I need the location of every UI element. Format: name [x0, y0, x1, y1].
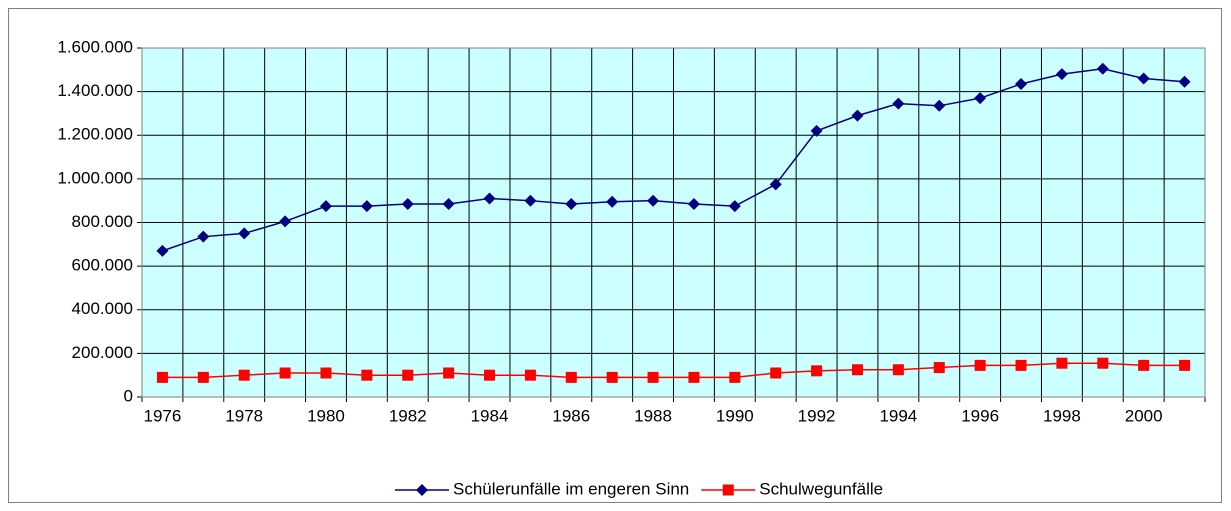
x-tick-label: 1996: [961, 406, 999, 425]
data-point: [688, 371, 700, 383]
x-tick-label: 1988: [634, 406, 672, 425]
y-tick-label: 1.400.000: [57, 81, 133, 100]
data-point: [1096, 62, 1109, 75]
y-tick-label: 600.000: [72, 256, 133, 275]
data-point: [606, 371, 618, 383]
y-tick-label: 800.000: [72, 212, 133, 231]
data-point: [360, 200, 373, 213]
plot-border: [141, 47, 1206, 398]
data-point: [729, 371, 741, 383]
data-point: [361, 369, 373, 381]
data-point: [811, 365, 823, 377]
data-point: [647, 371, 659, 383]
data-point: [892, 97, 905, 110]
y-tick-label: 0: [124, 386, 133, 405]
data-point: [197, 230, 210, 243]
data-point: [197, 371, 209, 383]
data-point: [483, 192, 496, 205]
data-point: [319, 200, 332, 213]
data-point: [728, 200, 741, 213]
data-point: [1097, 357, 1109, 369]
x-tick-label: 1992: [798, 406, 836, 425]
legend-label: Schülerunfälle im engeren Sinn: [453, 479, 689, 498]
data-point: [606, 195, 619, 208]
data-point: [1056, 357, 1068, 369]
data-point: [769, 178, 782, 191]
data-point: [524, 194, 537, 207]
y-tick-label: 200.000: [72, 343, 133, 362]
data-point: [443, 367, 455, 379]
data-point: [565, 371, 577, 383]
legend-marker: [416, 484, 428, 496]
data-point: [565, 197, 578, 210]
series-line: [162, 362, 1185, 379]
data-point: [1178, 75, 1191, 88]
y-tick-label: 1.600.000: [57, 37, 133, 56]
data-point: [484, 369, 496, 381]
x-tick-label: 2000: [1125, 406, 1163, 425]
data-point: [279, 215, 292, 228]
data-point: [933, 99, 946, 112]
y-tick-label: 1.000.000: [57, 168, 133, 187]
data-point: [851, 109, 864, 122]
x-tick-label: 1994: [879, 406, 917, 425]
x-tick-label: 1986: [552, 406, 590, 425]
data-point: [974, 92, 987, 105]
data-point: [933, 362, 945, 374]
data-point: [156, 244, 169, 257]
legend-label: Schulwegunfälle: [759, 479, 883, 498]
data-point: [238, 227, 251, 240]
x-tick-label: 1984: [471, 406, 509, 425]
data-point: [402, 369, 414, 381]
data-point: [156, 371, 168, 383]
data-point: [1015, 359, 1027, 371]
x-tick-label: 1998: [1043, 406, 1081, 425]
data-point: [892, 364, 904, 376]
x-tick-label: 1980: [307, 406, 345, 425]
legend-marker: [722, 484, 734, 496]
x-tick-label: 1976: [144, 406, 182, 425]
series-line: [162, 67, 1185, 252]
y-tick-label: 1.200.000: [57, 125, 133, 144]
x-tick-label: 1982: [389, 406, 427, 425]
data-point: [1137, 72, 1150, 85]
data-point: [1015, 77, 1028, 90]
data-point: [1138, 359, 1150, 371]
data-point: [1055, 68, 1068, 81]
data-point: [1179, 359, 1191, 371]
data-point: [851, 364, 863, 376]
data-point: [401, 197, 414, 210]
data-point: [974, 359, 986, 371]
data-point: [320, 367, 332, 379]
data-point: [810, 124, 823, 137]
data-point: [238, 369, 250, 381]
data-point: [279, 367, 291, 379]
data-point: [687, 197, 700, 210]
data-point: [524, 369, 536, 381]
x-tick-label: 1990: [716, 406, 754, 425]
data-point: [442, 197, 455, 210]
y-tick-label: 400.000: [72, 299, 133, 318]
x-tick-label: 1978: [225, 406, 263, 425]
data-point: [647, 194, 660, 207]
data-point: [770, 367, 782, 379]
